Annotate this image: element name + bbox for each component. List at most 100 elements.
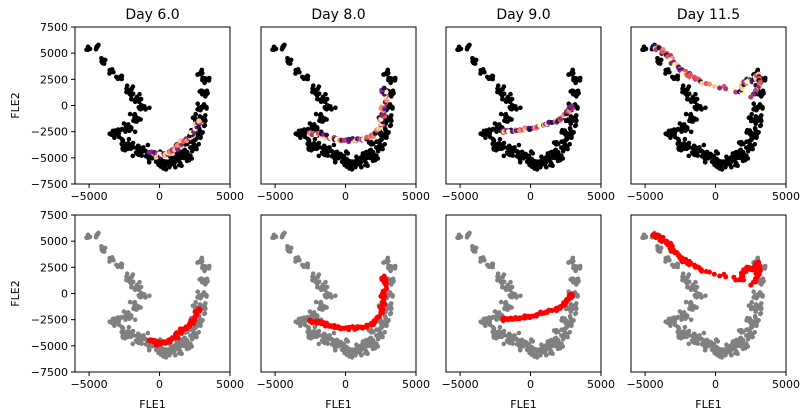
point <box>157 348 162 353</box>
point <box>147 342 153 348</box>
point <box>692 99 697 104</box>
point <box>140 337 145 342</box>
point <box>185 152 190 157</box>
point <box>196 141 201 147</box>
point <box>506 334 512 340</box>
highlight-point <box>723 86 729 92</box>
point <box>534 355 540 360</box>
point <box>123 317 128 322</box>
point <box>96 230 101 236</box>
point <box>540 156 545 161</box>
point <box>387 311 393 317</box>
point <box>201 123 207 129</box>
point <box>118 127 124 133</box>
point <box>690 307 695 312</box>
point <box>708 151 714 157</box>
point <box>316 153 322 159</box>
point <box>359 164 364 170</box>
point <box>548 341 553 346</box>
point <box>683 128 688 133</box>
highlight-point <box>707 81 712 87</box>
point <box>137 91 142 97</box>
point <box>701 142 707 148</box>
point <box>761 77 767 83</box>
point <box>196 329 201 335</box>
point <box>641 46 647 51</box>
point <box>572 311 578 317</box>
point <box>752 293 758 299</box>
point <box>132 111 138 117</box>
point <box>146 348 152 353</box>
point <box>314 334 320 340</box>
point <box>738 147 744 153</box>
point <box>688 99 694 105</box>
point <box>130 272 136 277</box>
highlight-point <box>717 85 723 91</box>
point <box>135 334 141 340</box>
point <box>752 105 758 111</box>
y-tick-label: −5000 <box>31 152 68 165</box>
point <box>688 129 694 135</box>
panel-r2-c3: −5000 0 5000 FLE1 <box>441 214 615 411</box>
point <box>498 111 504 117</box>
point <box>143 295 148 300</box>
point <box>391 77 397 83</box>
point <box>333 154 339 160</box>
point <box>305 324 311 330</box>
point <box>132 299 138 305</box>
point <box>571 77 576 83</box>
point <box>111 257 116 263</box>
point <box>552 155 558 161</box>
point <box>164 159 169 164</box>
x-tick-label: −5000 <box>626 190 663 203</box>
point <box>675 73 680 79</box>
point <box>85 234 91 239</box>
point <box>667 257 672 263</box>
point <box>184 158 190 164</box>
point <box>134 307 139 312</box>
point <box>199 115 204 120</box>
point <box>655 56 660 61</box>
point <box>128 334 134 340</box>
point <box>350 159 356 164</box>
point <box>349 355 355 360</box>
point <box>523 339 529 345</box>
point <box>511 337 516 342</box>
point <box>499 146 505 152</box>
highlight-point <box>686 74 692 80</box>
point <box>286 248 291 254</box>
point <box>163 355 169 360</box>
point <box>755 130 761 135</box>
point <box>387 102 393 107</box>
x-tick-label: −5000 <box>441 378 478 391</box>
point <box>470 56 475 61</box>
point <box>387 123 393 129</box>
point <box>123 332 128 337</box>
point <box>192 334 197 339</box>
point <box>709 159 715 165</box>
point <box>333 342 339 348</box>
x-tick-label: 5000 <box>587 190 615 203</box>
point <box>204 89 210 95</box>
x-tick-label: 0 <box>342 378 349 391</box>
point <box>190 327 195 332</box>
point <box>201 290 207 295</box>
point <box>503 99 509 105</box>
point <box>177 350 182 356</box>
panel-r2-c2: −5000 0 5000 FLE1 <box>256 214 430 411</box>
point <box>199 259 204 265</box>
point <box>692 287 697 292</box>
point <box>169 344 174 349</box>
point <box>713 348 718 353</box>
point <box>325 291 331 297</box>
point <box>355 344 360 349</box>
point <box>760 89 766 95</box>
point <box>147 293 152 299</box>
point <box>199 303 204 309</box>
point <box>690 119 695 124</box>
point <box>313 277 318 282</box>
x-tick-label: 5000 <box>772 190 800 203</box>
point <box>501 140 507 146</box>
x-tick-label: −5000 <box>70 190 107 203</box>
point <box>544 164 549 170</box>
